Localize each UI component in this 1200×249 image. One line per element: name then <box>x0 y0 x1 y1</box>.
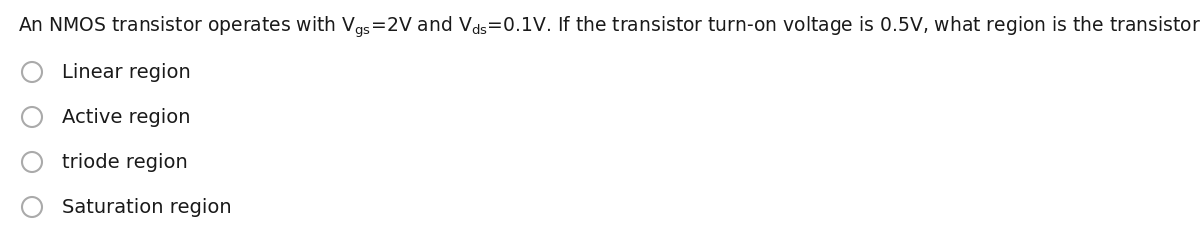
Text: An NMOS transistor operates with V$_{\mathrm{gs}}$=2V and V$_{\mathrm{ds}}$=0.1V: An NMOS transistor operates with V$_{\ma… <box>18 14 1200 40</box>
Text: Saturation region: Saturation region <box>62 197 232 216</box>
Text: Active region: Active region <box>62 108 191 126</box>
Text: Linear region: Linear region <box>62 62 191 81</box>
Text: triode region: triode region <box>62 152 187 172</box>
